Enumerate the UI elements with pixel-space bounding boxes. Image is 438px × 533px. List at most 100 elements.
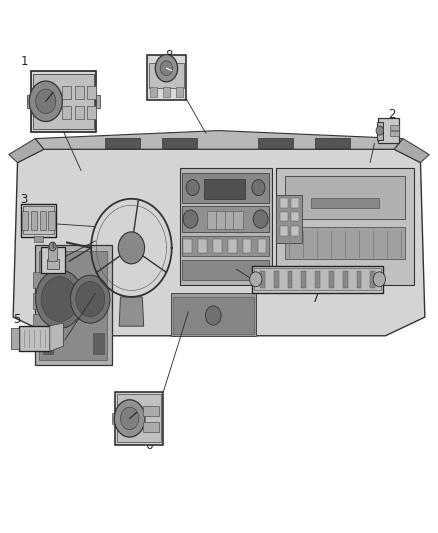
Bar <box>182 260 269 280</box>
Bar <box>315 271 320 288</box>
Bar <box>276 195 302 243</box>
Circle shape <box>250 272 262 287</box>
Bar <box>163 87 170 97</box>
Bar <box>48 211 55 230</box>
Bar <box>291 212 299 221</box>
Bar <box>33 74 94 128</box>
Bar <box>390 125 399 130</box>
Polygon shape <box>9 139 44 163</box>
Circle shape <box>76 281 105 317</box>
Text: 6: 6 <box>145 439 153 451</box>
Bar <box>143 422 159 432</box>
Text: 1: 1 <box>20 55 28 68</box>
Bar <box>258 138 293 148</box>
Bar <box>280 198 288 208</box>
Bar <box>207 211 217 229</box>
Bar <box>39 211 46 230</box>
Bar <box>252 266 383 293</box>
Circle shape <box>186 180 199 196</box>
Bar <box>62 106 71 119</box>
Bar <box>260 271 265 288</box>
Bar <box>48 246 57 261</box>
Bar <box>21 204 56 237</box>
Bar <box>280 226 288 236</box>
Bar <box>147 55 186 100</box>
Bar <box>276 168 414 285</box>
Bar <box>162 138 197 148</box>
Bar <box>176 87 183 97</box>
Circle shape <box>118 232 145 264</box>
Text: 8: 8 <box>165 50 172 62</box>
Bar <box>27 95 31 108</box>
Bar <box>280 212 288 221</box>
Bar <box>377 122 383 140</box>
Circle shape <box>35 89 56 114</box>
Bar <box>143 406 159 416</box>
Bar <box>183 239 192 253</box>
Circle shape <box>35 270 84 328</box>
Bar <box>93 333 104 354</box>
Bar <box>182 173 269 203</box>
Circle shape <box>71 275 110 323</box>
Bar <box>198 239 207 253</box>
Bar <box>228 239 237 253</box>
Bar <box>213 239 222 253</box>
Bar <box>311 198 379 208</box>
Circle shape <box>183 210 198 228</box>
Bar <box>315 138 350 148</box>
Bar <box>96 95 100 108</box>
Bar <box>216 211 226 229</box>
Bar <box>233 211 243 229</box>
Bar <box>258 239 266 253</box>
Text: 2: 2 <box>388 108 396 121</box>
Bar <box>62 86 71 100</box>
Bar <box>34 236 43 242</box>
Bar <box>40 247 64 273</box>
Circle shape <box>205 306 221 325</box>
Circle shape <box>253 210 268 228</box>
Bar <box>288 271 292 288</box>
Polygon shape <box>119 297 144 326</box>
Bar <box>31 211 37 230</box>
Circle shape <box>155 55 178 82</box>
Bar <box>182 206 269 232</box>
Polygon shape <box>35 131 403 149</box>
Bar <box>22 211 28 230</box>
Bar <box>329 271 334 288</box>
Bar <box>378 118 399 143</box>
Circle shape <box>120 407 139 430</box>
Bar <box>112 413 116 424</box>
Bar <box>117 394 161 442</box>
Bar <box>46 260 59 269</box>
Polygon shape <box>50 323 64 351</box>
Bar <box>291 198 299 208</box>
Text: 7: 7 <box>311 292 319 305</box>
Bar <box>291 226 299 236</box>
Bar <box>171 293 256 336</box>
Bar <box>115 392 163 445</box>
Bar <box>285 227 405 259</box>
Bar <box>371 271 375 288</box>
Bar <box>243 239 251 253</box>
Bar <box>39 251 107 360</box>
Bar <box>149 63 184 88</box>
Bar <box>19 326 49 351</box>
Circle shape <box>29 81 62 122</box>
Bar <box>390 131 399 136</box>
Bar <box>33 293 48 309</box>
Bar <box>87 86 96 100</box>
Bar <box>343 271 347 288</box>
Text: 4: 4 <box>46 244 54 257</box>
Bar <box>74 86 84 100</box>
Bar <box>150 87 157 97</box>
Text: 3: 3 <box>21 193 28 206</box>
Polygon shape <box>394 139 429 163</box>
Bar <box>285 176 405 219</box>
Bar <box>301 271 306 288</box>
Circle shape <box>373 272 385 287</box>
Circle shape <box>114 400 145 437</box>
Bar <box>87 106 96 119</box>
Bar <box>31 70 96 132</box>
Bar <box>23 206 54 234</box>
Bar <box>254 268 381 290</box>
